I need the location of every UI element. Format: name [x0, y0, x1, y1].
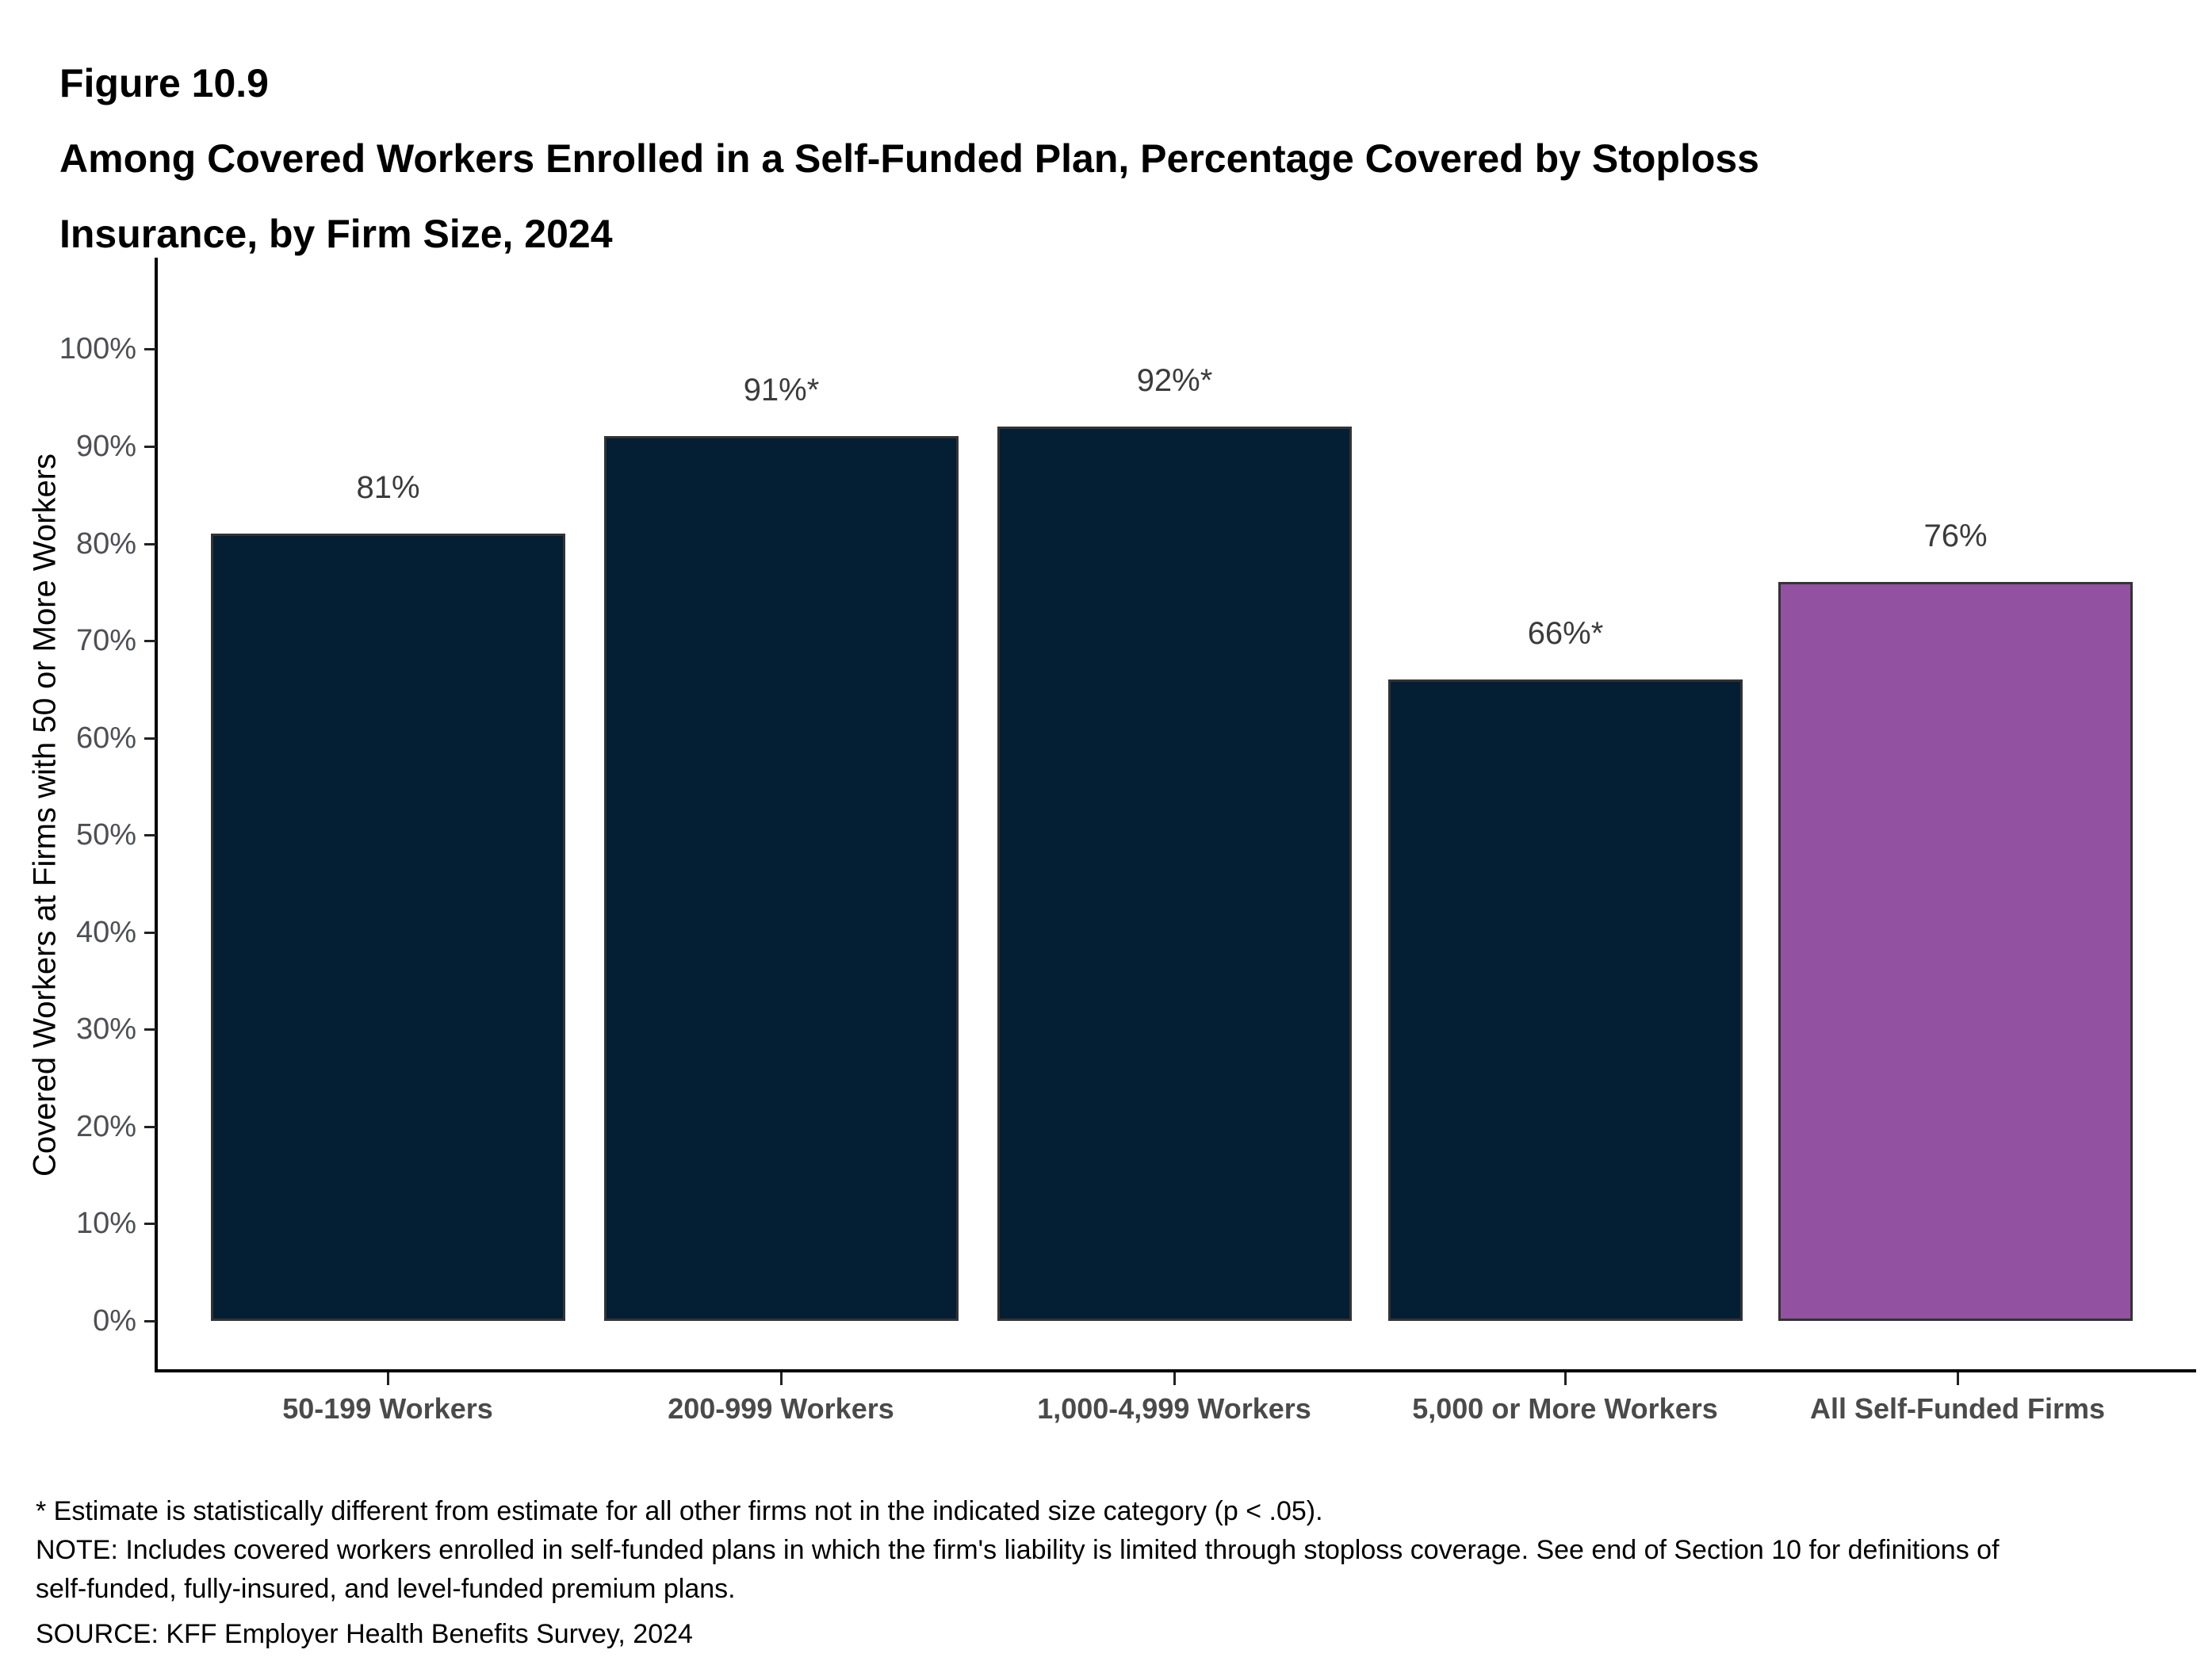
figure-number: Figure 10.9 — [59, 61, 269, 105]
y-tick-20 — [144, 1126, 156, 1128]
y-tick-0 — [144, 1320, 156, 1322]
y-tick-label-10: 10% — [75, 1207, 136, 1240]
value-label-all-self-funded-firms: 76% — [1923, 519, 1988, 553]
bar-200-999-workers — [604, 436, 959, 1321]
y-axis-line — [155, 258, 158, 1372]
y-tick-label-30: 30% — [75, 1012, 136, 1046]
chart-header: Figure 10.9 Among Covered Workers Enroll… — [59, 46, 2089, 272]
footnotes: * Estimate is statistically different fr… — [36, 1492, 2065, 1654]
x-tick-4 — [1564, 1372, 1567, 1385]
y-tick-label-0: 0% — [93, 1304, 136, 1338]
y-tick-70 — [144, 640, 156, 642]
y-tick-label-70: 70% — [75, 624, 136, 657]
bar-50-199-workers — [211, 534, 565, 1321]
x-axis-line — [155, 1369, 2196, 1372]
x-tick-5 — [1957, 1372, 1959, 1385]
value-label-5000-or-more-workers: 66%* — [1527, 616, 1604, 651]
y-tick-100 — [144, 348, 156, 350]
chart-title-line-1: Among Covered Workers Enrolled in a Self… — [59, 136, 1759, 181]
category-label-50-199-workers: 50-199 Workers — [282, 1392, 493, 1425]
y-tick-label-50: 50% — [75, 818, 136, 852]
x-tick-1 — [387, 1372, 389, 1385]
category-label-1000-4999-workers: 1,000-4,999 Workers — [1037, 1392, 1311, 1425]
note-text: NOTE: Includes covered workers enrolled … — [36, 1535, 2000, 1604]
significance-note: * Estimate is statistically different fr… — [36, 1496, 1323, 1526]
y-tick-40 — [144, 932, 156, 934]
y-tick-60 — [144, 737, 156, 740]
value-label-1000-4999-workers: 92%* — [1136, 363, 1213, 398]
chart-title-line-2: Insurance, by Firm Size, 2024 — [59, 212, 613, 256]
y-tick-30 — [144, 1028, 156, 1031]
value-label-50-199-workers: 81% — [356, 470, 420, 505]
category-label-all-self-funded-firms: All Self-Funded Firms — [1809, 1392, 2106, 1425]
x-tick-3 — [1173, 1372, 1176, 1385]
y-tick-10 — [144, 1223, 156, 1225]
bar-5000-or-more-workers — [1388, 679, 1743, 1321]
x-tick-2 — [780, 1372, 783, 1385]
source-text: SOURCE: KFF Employer Health Benefits Sur… — [36, 1619, 693, 1649]
y-tick-90 — [144, 446, 156, 448]
y-tick-label-90: 90% — [75, 430, 136, 463]
category-label-200-999-workers: 200-999 Workers — [668, 1392, 894, 1425]
bar-1000-4999-workers — [997, 427, 1352, 1321]
y-tick-label-80: 80% — [75, 527, 136, 561]
y-tick-80 — [144, 543, 156, 545]
category-label-5000-or-more-workers: 5,000 or More Workers — [1412, 1392, 1718, 1425]
y-tick-label-60: 60% — [75, 722, 136, 755]
value-label-200-999-workers: 91%* — [743, 373, 820, 408]
y-tick-label-100: 100% — [59, 332, 136, 366]
y-tick-label-40: 40% — [75, 916, 136, 949]
y-tick-label-20: 20% — [75, 1110, 136, 1143]
y-tick-50 — [144, 834, 156, 836]
bar-all-self-funded-firms — [1778, 582, 2133, 1321]
